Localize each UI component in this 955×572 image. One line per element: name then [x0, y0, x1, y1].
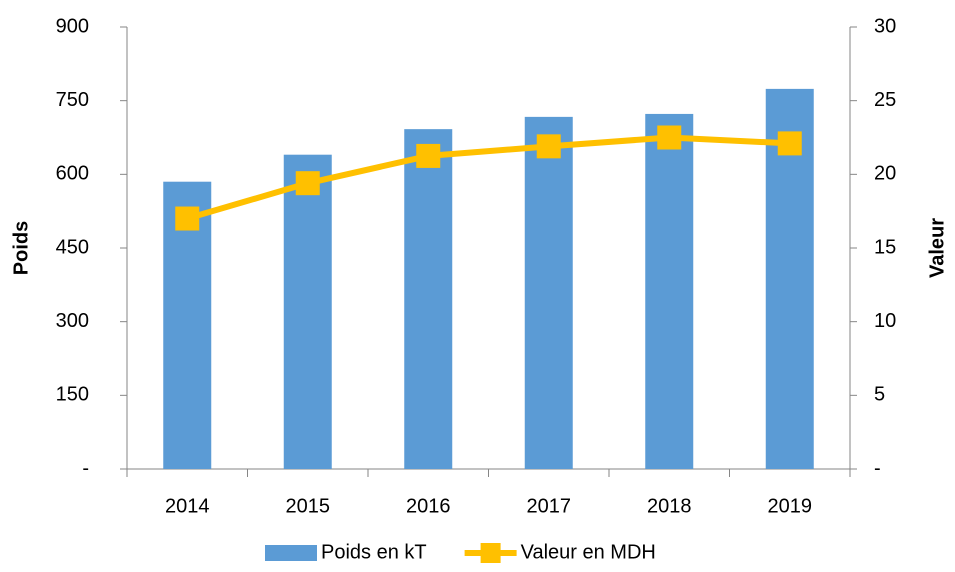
y2-tick-label: 15 [874, 236, 896, 258]
marker [295, 171, 320, 196]
bar [404, 129, 453, 469]
legend-label: Poids en kT [321, 541, 427, 563]
y-tick-label: 900 [56, 15, 89, 37]
y-tick-label: 600 [56, 163, 89, 185]
y-tick-label: - [82, 457, 89, 479]
marker [416, 143, 441, 168]
x-tick-label: 2015 [286, 495, 331, 517]
y2-axis-label: Valeur [926, 218, 948, 278]
y2-tick-label: 10 [874, 310, 896, 332]
x-tick-label: 2019 [768, 495, 813, 517]
y2-tick-label: 5 [874, 384, 885, 406]
line [186, 134, 790, 222]
x-tick-label: 2014 [165, 495, 210, 517]
marker [536, 134, 561, 159]
legend-swatch [265, 545, 317, 561]
y-tick-label: 300 [56, 310, 89, 332]
marker [175, 206, 200, 231]
y-tick-label: 750 [56, 89, 89, 111]
legend-swatch [480, 543, 501, 563]
x-tick-label: 2017 [527, 495, 572, 517]
y-tick-label: 150 [56, 384, 89, 406]
y-axis-label: Poids [10, 221, 32, 275]
legend-label: Valeur en MDH [521, 541, 656, 563]
marker [657, 125, 682, 150]
y2-tick-label: 20 [874, 163, 896, 185]
x-tick-label: 2016 [406, 495, 451, 517]
bar [524, 116, 573, 469]
marker [777, 131, 802, 156]
y2-tick-label: - [874, 457, 881, 479]
bar [283, 154, 332, 469]
y2-tick-label: 30 [874, 15, 896, 37]
x-tick-label: 2018 [647, 495, 692, 517]
y2-tick-label: 25 [874, 89, 896, 111]
y-tick-label: 450 [56, 236, 89, 258]
bar [645, 113, 694, 469]
